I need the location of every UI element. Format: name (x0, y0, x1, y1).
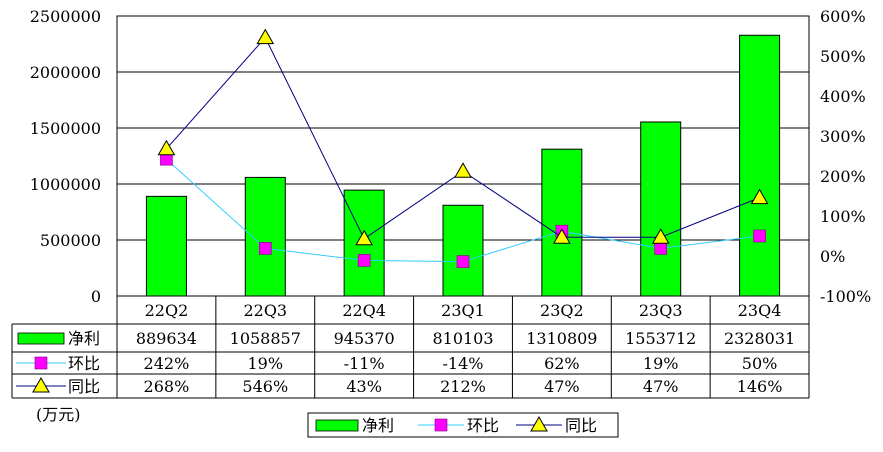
right-tick-label: 500% (820, 47, 866, 66)
bar (343, 189, 385, 297)
left-tick-label: 2000000 (30, 63, 101, 82)
category-label: 22Q4 (342, 301, 386, 320)
key-swatch (17, 332, 65, 345)
data-label: -14% (443, 354, 484, 373)
data-table: 22Q2 22Q3 22Q4 23Q1 23Q2 23Q3 23Q4 净利 889634 1058… (11, 295, 810, 399)
left-tick-label: 1500000 (30, 119, 101, 138)
data-label: 268% (144, 377, 190, 396)
bar (640, 121, 682, 297)
square-marker (753, 229, 766, 243)
data-label: 1058857 (230, 329, 301, 348)
square-marker (357, 254, 371, 267)
category-label: 22Q3 (243, 301, 287, 320)
triangle-marker (454, 162, 472, 178)
legend-item: 环比 (418, 416, 499, 435)
triangle-marker (651, 228, 670, 244)
row-name: 环比 (68, 354, 100, 373)
square-marker (654, 242, 668, 255)
right-tick-label: 0% (820, 247, 845, 266)
left-tick-label: 0 (91, 287, 101, 306)
category-label: 23Q1 (441, 301, 485, 320)
right-tick-label: -100% (820, 287, 871, 306)
bar (145, 195, 187, 297)
category-label: 23Q3 (639, 301, 683, 320)
data-label: 47% (544, 377, 580, 396)
row-key: 净利 (17, 329, 100, 348)
triangle-marker (256, 28, 275, 45)
data-label: 945370 (334, 329, 395, 348)
data-label: 546% (242, 377, 288, 396)
data-label: 2328031 (724, 329, 795, 348)
line-series (157, 28, 769, 268)
left-axis-ticks: 0 500000 1000000 1500000 2000000 2500000 (30, 7, 101, 306)
legend-label: 环比 (467, 416, 499, 435)
triangle-marker (530, 415, 548, 432)
right-tick-label: 600% (820, 7, 866, 26)
bar-series-net-profit (145, 34, 781, 297)
bar (739, 34, 781, 297)
data-label: 19% (643, 354, 679, 373)
category-label: 22Q2 (145, 301, 189, 320)
square-marker (456, 255, 470, 268)
right-tick-label: 300% (820, 127, 866, 146)
triangle-marker (750, 188, 769, 205)
data-label: 19% (248, 354, 284, 373)
data-label: 47% (643, 377, 679, 396)
square-marker (258, 242, 272, 255)
right-tick-label: 200% (820, 167, 866, 186)
data-label: 889634 (136, 329, 197, 348)
legend-label: 同比 (565, 416, 597, 435)
row-name: 同比 (68, 377, 100, 396)
square-marker (434, 418, 448, 432)
triangle-marker (157, 139, 176, 156)
bar (541, 148, 583, 297)
square-marker (34, 356, 48, 370)
triangle-marker (355, 229, 374, 246)
data-label: 62% (544, 354, 580, 373)
bar (442, 204, 484, 297)
legend-label: 净利 (362, 416, 394, 435)
bar (244, 176, 286, 297)
row-key: 环比 (16, 354, 100, 373)
legend-swatch (315, 419, 359, 432)
data-label: -11% (344, 354, 385, 373)
left-tick-label: 2500000 (30, 7, 101, 26)
data-label: 146% (737, 377, 783, 396)
right-axis-ticks: -100% 0% 100% 200% 300% 400% 500% 600% (820, 7, 871, 306)
left-tick-label: 1000000 (30, 175, 101, 194)
data-label: 242% (144, 354, 190, 373)
data-label: 212% (440, 377, 486, 396)
right-tick-label: 400% (820, 87, 866, 106)
legend: 净利 环比 同比 (307, 412, 619, 438)
left-tick-label: 500000 (40, 231, 101, 250)
data-label: 1553712 (625, 329, 696, 348)
triangle-marker (552, 228, 571, 244)
data-label: 810103 (432, 329, 493, 348)
category-label: 23Q4 (738, 301, 782, 320)
data-label: 43% (346, 377, 382, 396)
legend-item: 同比 (516, 415, 597, 435)
triangle-marker (32, 376, 50, 393)
category-label: 23Q2 (540, 301, 584, 320)
line-series-yoy (157, 28, 769, 246)
row-name: 净利 (68, 329, 100, 348)
legend-item: 净利 (315, 416, 394, 435)
unit-label: (万元) (36, 405, 81, 424)
row-key: 同比 (16, 376, 100, 396)
data-label: 50% (742, 354, 778, 373)
data-label: 1310809 (526, 329, 597, 348)
right-tick-label: 100% (820, 207, 866, 226)
